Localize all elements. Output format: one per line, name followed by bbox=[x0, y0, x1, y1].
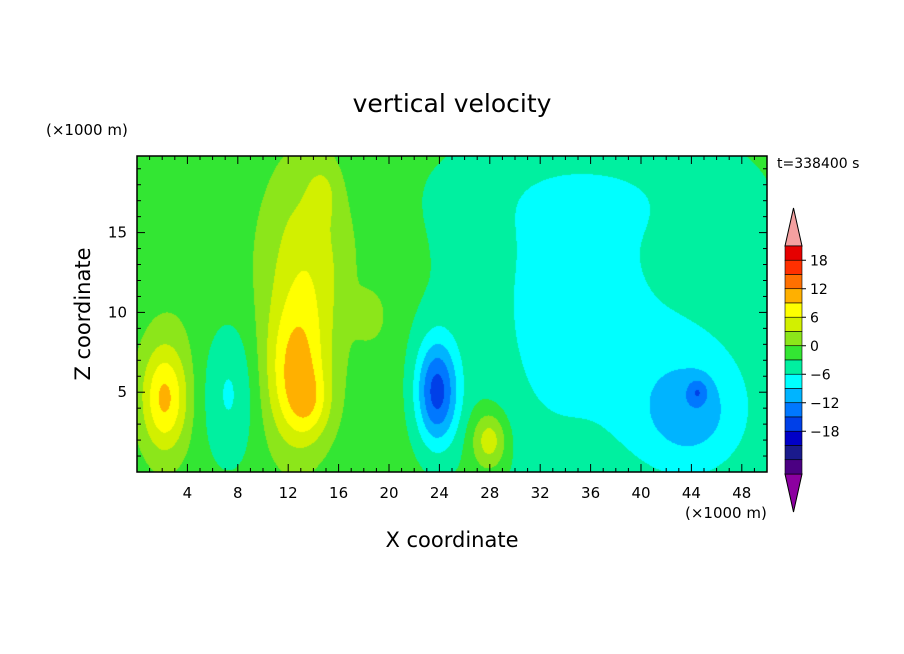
y-axis: 5 10 15 bbox=[108, 168, 767, 457]
x-tick-label: 12 bbox=[279, 484, 298, 502]
colorbar-swatch bbox=[784, 445, 803, 461]
time-label: t=338400 s bbox=[777, 156, 859, 172]
x-tick-label: 4 bbox=[183, 484, 193, 502]
colorbar-label: 6 bbox=[810, 310, 819, 326]
x-tick-label: 16 bbox=[329, 484, 348, 502]
colorbar-swatch bbox=[784, 373, 803, 389]
colorbar-under-triangle bbox=[784, 473, 803, 513]
x-tick-label: 36 bbox=[581, 484, 600, 502]
colorbar-swatch bbox=[784, 345, 803, 361]
colorbar-swatch bbox=[784, 388, 803, 404]
colorbar-swatch bbox=[784, 331, 803, 347]
x-axis-label: X coordinate bbox=[385, 528, 518, 552]
colorbar-swatch bbox=[784, 430, 803, 446]
colorbar-label: 18 bbox=[810, 253, 828, 269]
contour-field bbox=[137, 156, 767, 472]
x-tick-label: 48 bbox=[732, 484, 751, 502]
colorbar-swatch bbox=[784, 459, 803, 475]
x-tick-label: 44 bbox=[682, 484, 701, 502]
colorbar-swatch bbox=[784, 416, 803, 432]
x-tick-label: 20 bbox=[379, 484, 398, 502]
y-axis-label: Z coordinate bbox=[71, 247, 95, 380]
y-tick-label: 5 bbox=[117, 383, 127, 401]
x-tick-label: 40 bbox=[631, 484, 650, 502]
x-tick-label: 28 bbox=[480, 484, 499, 502]
colorbar-swatch bbox=[784, 359, 803, 375]
colorbar-swatch bbox=[784, 316, 803, 332]
colorbar-label: −6 bbox=[810, 367, 831, 383]
colorbar-swatch bbox=[784, 402, 803, 418]
colorbar-swatch bbox=[784, 259, 803, 275]
x-tick-label: 32 bbox=[531, 484, 550, 502]
y-unit-label: (×1000 m) bbox=[46, 121, 128, 139]
colorbar-swatch bbox=[784, 302, 803, 318]
chart-title: vertical velocity bbox=[353, 89, 552, 118]
x-tick-label: 24 bbox=[430, 484, 449, 502]
colorbar-label: −18 bbox=[810, 424, 840, 440]
colorbar-label: −12 bbox=[810, 396, 840, 412]
y-tick-label: 15 bbox=[108, 224, 127, 242]
colorbar: 18 12 6 0 −6 −12 −18 bbox=[784, 207, 840, 513]
colorbar-swatch bbox=[784, 245, 803, 261]
x-tick-label: 8 bbox=[233, 484, 243, 502]
x-axis: 4 8 12 16 20 24 28 32 36 40 44 48 bbox=[149, 156, 755, 502]
colorbar-swatch bbox=[784, 274, 803, 290]
colorbar-swatch bbox=[784, 288, 803, 304]
y-tick-label: 10 bbox=[108, 303, 127, 321]
colorbar-over-triangle bbox=[784, 207, 803, 247]
x-unit-label: (×1000 m) bbox=[685, 504, 767, 522]
colorbar-label: 12 bbox=[810, 282, 828, 298]
velocity-field-image bbox=[137, 156, 767, 472]
colorbar-label: 0 bbox=[810, 339, 819, 355]
